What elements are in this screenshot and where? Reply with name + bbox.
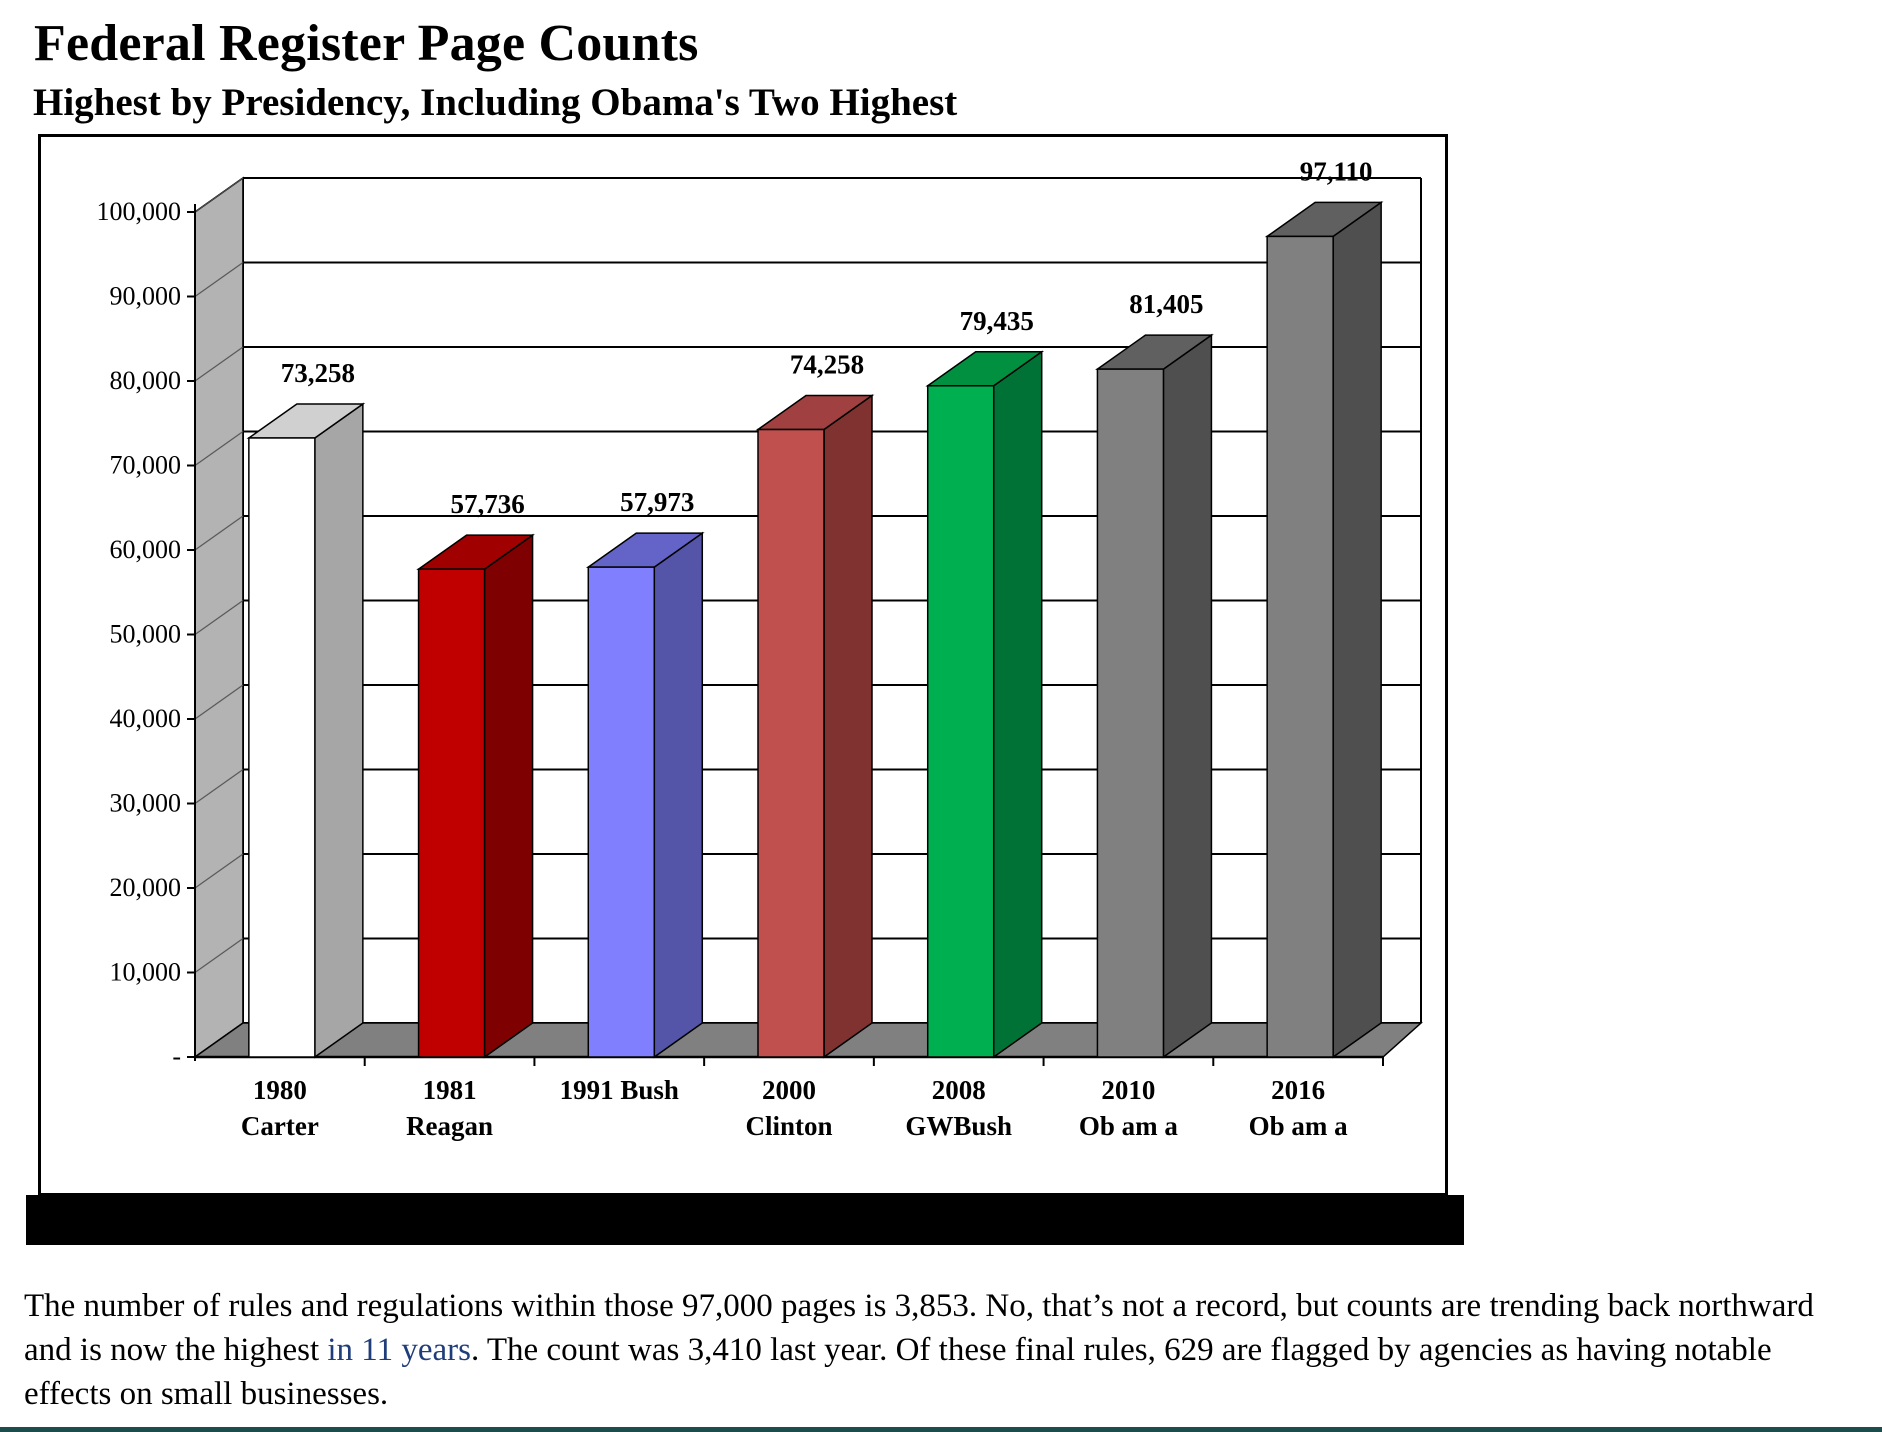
y-tick-label: 90,000 xyxy=(110,282,182,311)
left-wall-gridline xyxy=(194,769,244,804)
bar-side xyxy=(653,531,704,1059)
bar-value-label: 81,405 xyxy=(1129,289,1203,319)
left-wall-gridline xyxy=(194,177,244,213)
y-tick-label: 50,000 xyxy=(110,620,182,649)
left-wall-gridline xyxy=(194,684,244,720)
caption-paragraph: The number of rules and regulations with… xyxy=(24,1284,1854,1416)
y-tick-label: 70,000 xyxy=(110,451,182,480)
bar-side xyxy=(992,350,1043,1059)
bar xyxy=(1096,368,1165,1058)
x-category-label: 2016 xyxy=(1271,1075,1325,1105)
chart-subtitle: Highest by Presidency, Including Obama's… xyxy=(33,81,958,124)
bar xyxy=(248,437,316,1058)
bar xyxy=(926,385,995,1058)
left-wall-gridline xyxy=(194,600,244,635)
bar xyxy=(587,566,656,1058)
y-tick-label: 60,000 xyxy=(110,535,182,564)
chart-frame: - 10,000 20,000 30,000 40,000 50,000 60,000 70,… xyxy=(38,134,1448,1196)
x-category-label: 1981 xyxy=(423,1075,477,1105)
bar-side xyxy=(823,394,873,1059)
chart-title: Federal Register Page Counts xyxy=(34,15,699,72)
x-category-label: 2010 xyxy=(1101,1075,1155,1105)
bar-value-label: 97,110 xyxy=(1300,156,1373,186)
y-tick-label: - xyxy=(172,1042,181,1071)
in-11-years-link[interactable]: in 11 years xyxy=(327,1332,471,1368)
bar xyxy=(417,568,486,1058)
caption-text-2: . The count was 3,410 last year. Of thes… xyxy=(24,1332,1772,1412)
y-tick-label: 10,000 xyxy=(110,958,182,987)
x-category-label: Ob am a xyxy=(1249,1111,1349,1141)
left-wall-gridline xyxy=(194,431,244,466)
x-category-label: 1991 Bush xyxy=(560,1075,679,1105)
left-wall-gridline xyxy=(194,515,244,551)
bar-side xyxy=(1332,200,1382,1059)
x-category-label: GWBush xyxy=(905,1111,1012,1141)
x-category-label: Clinton xyxy=(745,1111,832,1141)
bar-side xyxy=(1162,333,1213,1059)
x-category-label: 1980 xyxy=(253,1075,307,1105)
bar-side xyxy=(483,533,534,1059)
x-category-label: 2000 xyxy=(762,1075,816,1105)
bar-value-label: 57,973 xyxy=(620,487,694,517)
caption-text-1: The number of rules and regulations with… xyxy=(24,1288,1814,1368)
y-tick-label: 80,000 xyxy=(110,366,182,395)
bar-value-label: 73,258 xyxy=(281,358,355,388)
x-category-label: Carter xyxy=(241,1111,319,1141)
bar-value-label: 74,258 xyxy=(790,350,864,380)
bottom-border xyxy=(0,1427,1882,1432)
left-wall-gridline xyxy=(194,853,244,889)
x-category-label: 2008 xyxy=(932,1075,986,1105)
bar-value-label: 79,435 xyxy=(960,306,1034,336)
y-tick-label: 100,000 xyxy=(97,197,182,226)
bar xyxy=(757,428,825,1058)
left-wall-gridline xyxy=(194,346,244,382)
black-divider-bar xyxy=(26,1195,1464,1245)
left-wall-gridline xyxy=(194,262,244,297)
y-tick-label: 30,000 xyxy=(110,789,182,818)
bar-value-label: 57,736 xyxy=(450,489,524,519)
y-tick-label: 20,000 xyxy=(110,873,182,902)
y-tick-label: 40,000 xyxy=(110,704,182,733)
left-wall-gridline xyxy=(194,938,244,973)
bar-chart: - 10,000 20,000 30,000 40,000 50,000 60,000 70,… xyxy=(97,156,1423,1141)
x-category-label: Ob am a xyxy=(1079,1111,1179,1141)
bar-side xyxy=(314,402,364,1059)
bar xyxy=(1266,235,1334,1058)
x-category-label: Reagan xyxy=(406,1111,493,1141)
